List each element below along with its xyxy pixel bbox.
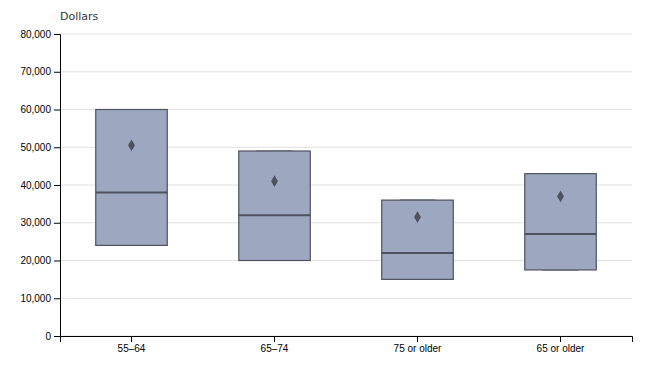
x-tick: 55–64	[118, 336, 146, 354]
y-tick: 0	[45, 331, 60, 342]
y-tick-label: 0	[45, 331, 51, 342]
marks	[96, 110, 597, 280]
box	[96, 110, 168, 246]
mean	[414, 211, 421, 223]
median	[525, 233, 597, 235]
x-axis-line	[61, 337, 633, 343]
y-tick-mark	[54, 185, 60, 186]
median	[239, 214, 311, 216]
box-group	[382, 200, 454, 279]
box-group	[239, 151, 311, 260]
x-tick-mark	[417, 336, 418, 342]
y-tick: 20,000	[20, 255, 60, 266]
y-tick: 10,000	[20, 293, 60, 304]
grid-line	[60, 34, 632, 35]
box-group	[96, 110, 168, 246]
grid-line	[60, 298, 632, 299]
y-tick-label: 70,000	[20, 66, 51, 77]
mean	[557, 190, 564, 202]
y-tick-label: 60,000	[20, 104, 51, 115]
grid-line	[60, 71, 632, 72]
box-group	[525, 174, 597, 270]
y-axis-title: Dollars	[60, 10, 99, 23]
x-tick-mark	[560, 336, 561, 342]
y-tick: 60,000	[20, 104, 60, 115]
y-tick-label: 30,000	[20, 217, 51, 228]
y-tick-mark	[54, 298, 60, 299]
y-tick: 50,000	[20, 142, 60, 153]
y-axis: 0 10,000 20,000 30,000 40,000 50,000 60,000 70,…	[20, 29, 60, 342]
mean	[271, 175, 278, 187]
x-tick-label: 75 or older	[394, 343, 442, 354]
y-tick-mark	[54, 336, 60, 337]
x-axis: 55–64 65–74 75 or older 65 or older	[61, 336, 633, 354]
y-tick-mark	[54, 261, 60, 262]
y-tick-mark	[54, 72, 60, 73]
y-tick: 80,000	[20, 29, 60, 40]
median	[382, 252, 454, 254]
y-tick: 70,000	[20, 66, 60, 77]
mean	[128, 139, 135, 151]
x-tick-mark	[131, 336, 132, 342]
y-tick-label: 40,000	[20, 180, 51, 191]
y-tick-label: 10,000	[20, 293, 51, 304]
box	[525, 174, 597, 270]
y-tick: 30,000	[20, 217, 60, 228]
y-tick-label: 80,000	[20, 29, 51, 40]
y-tick-mark	[54, 34, 60, 35]
box	[239, 151, 311, 260]
y-tick: 40,000	[20, 180, 60, 191]
y-tick-label: 50,000	[20, 142, 51, 153]
grid	[60, 34, 632, 336]
y-tick-label: 20,000	[20, 255, 51, 266]
x-tick-label: 55–64	[118, 343, 146, 354]
y-tick-mark	[54, 110, 60, 111]
chart: 0 10,000 20,000 30,000 40,000 50,000 60,000 70,…	[0, 0, 648, 368]
y-axis-line	[54, 35, 61, 337]
x-tick: 65 or older	[537, 336, 585, 354]
x-tick-mark	[274, 336, 275, 342]
box	[382, 200, 454, 279]
y-tick-mark	[54, 147, 60, 148]
x-tick: 75 or older	[394, 336, 442, 354]
x-tick: 65–74	[261, 336, 289, 354]
plot: 0 10,000 20,000 30,000 40,000 50,000 60,000 70,…	[20, 29, 632, 354]
x-tick-label: 65–74	[261, 343, 289, 354]
x-tick-label: 65 or older	[537, 343, 585, 354]
y-tick-mark	[54, 223, 60, 224]
median	[96, 192, 168, 194]
